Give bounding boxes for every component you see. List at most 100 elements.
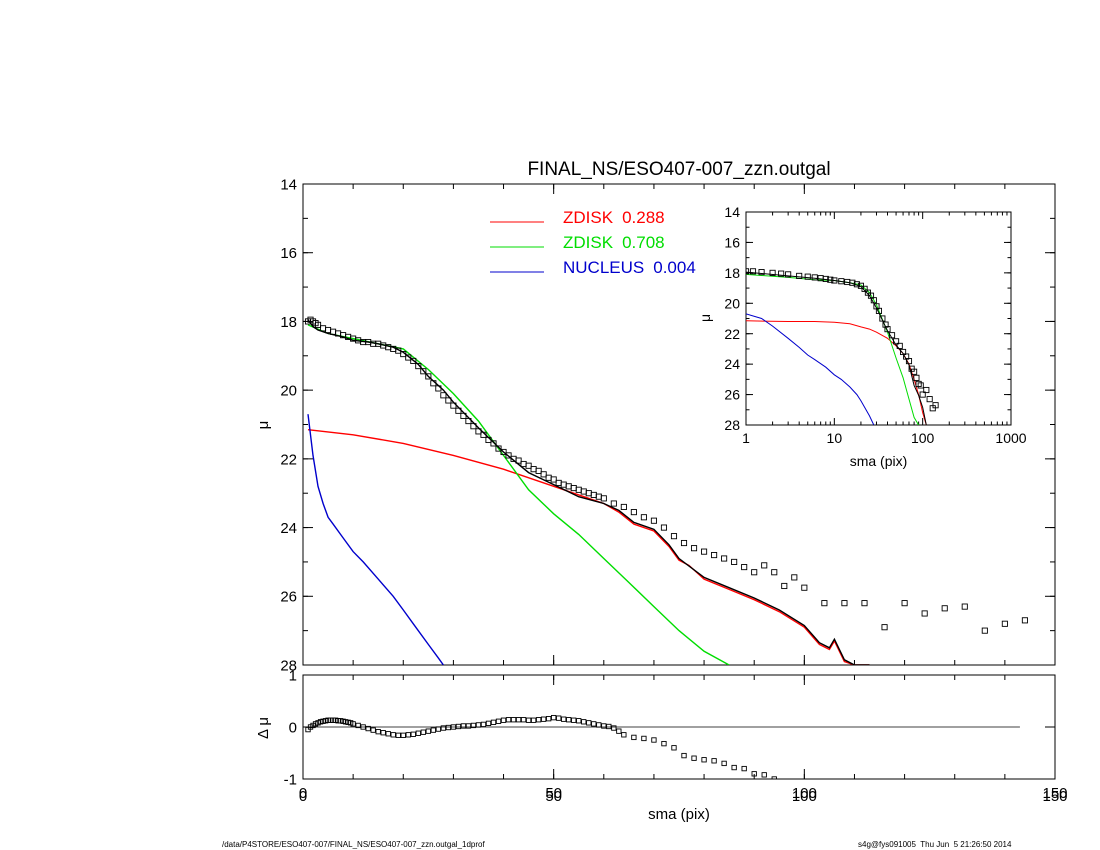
main-ytick-label: 20 <box>280 383 297 400</box>
chart-title: FINAL_NS/ESO407-007_zzn.outgal <box>527 159 830 180</box>
main-data-point <box>981 627 988 634</box>
main-ylabel: μ <box>255 421 272 430</box>
inset-data-point <box>896 342 903 349</box>
inset-data-point <box>915 380 922 387</box>
inset-data-point <box>905 358 913 365</box>
residual-data-point <box>420 729 426 735</box>
main-data-point <box>585 490 592 497</box>
residual-ylabel: Δ μ <box>255 717 272 739</box>
residual-data-point <box>616 728 622 734</box>
residual-xtick-label: 50 <box>545 788 562 805</box>
main-data-point <box>475 428 482 435</box>
inset-data-point <box>884 326 891 333</box>
residual-data-point <box>606 723 612 730</box>
residual-data-point <box>360 724 366 730</box>
inset-data-point <box>831 277 838 284</box>
main-data-point <box>525 462 532 469</box>
inset-data-point <box>838 278 845 285</box>
residual-data-point <box>651 737 657 743</box>
residual-ytick-label: 1 <box>289 667 297 684</box>
residual-data-point <box>515 717 522 723</box>
main-data-point <box>721 555 728 562</box>
inset-xtick-label: 1 <box>742 430 750 446</box>
main-data-point <box>791 574 798 581</box>
main-data-point <box>545 474 552 481</box>
main-data-point <box>680 539 688 547</box>
residual-data-point <box>741 765 747 772</box>
residual-data-point <box>771 776 777 779</box>
residual-xtick-label: 0 <box>299 788 307 805</box>
main-data-point <box>485 436 492 444</box>
main-data-point <box>400 351 407 358</box>
main-series-line-3 <box>307 319 870 665</box>
main-data-point <box>941 605 948 612</box>
residual-data-point <box>450 724 457 730</box>
inset-data-point <box>893 338 900 345</box>
residual-data-point <box>520 717 527 723</box>
inset-ytick-label: 28 <box>724 417 740 433</box>
inset-ytick-label: 16 <box>724 234 740 250</box>
inset-data-point <box>861 285 868 292</box>
residual-data-point <box>566 717 572 723</box>
residual-data-point <box>440 725 447 731</box>
main-data-point <box>640 514 647 521</box>
main-data-point <box>771 569 778 576</box>
main-data-point <box>395 347 402 354</box>
residual-data-point <box>711 758 717 764</box>
residual-data-point <box>505 717 512 723</box>
inset-data-point <box>796 272 803 279</box>
inset-data-point <box>911 368 918 375</box>
inset-plot: 14 16 18 20 22 24 26 281 10 100 1000 sma (pix) μ <box>697 204 1027 469</box>
residual-data-point <box>611 725 617 731</box>
main-data-point <box>741 564 748 571</box>
residual-data-point <box>370 727 376 733</box>
main-data-point <box>480 431 487 438</box>
inset-data-point <box>746 268 750 275</box>
main-data-point <box>595 493 602 500</box>
inset-ytick-label: 14 <box>724 204 740 220</box>
main-data-point <box>610 500 617 507</box>
residual-data-point <box>445 724 452 731</box>
residual-data-point <box>455 723 462 730</box>
main-data-point <box>465 418 472 425</box>
main-data-point <box>751 569 758 576</box>
main-data-point <box>801 584 808 591</box>
residual-ytick-label: 0 <box>289 719 297 736</box>
residual-data-point <box>751 771 757 777</box>
residual-data-point <box>355 722 361 729</box>
legend-label: ZDISK <box>563 208 614 227</box>
main-data-point <box>570 485 577 492</box>
inset-ytick-label: 26 <box>724 387 740 403</box>
inset-ytick-label: 22 <box>724 326 740 342</box>
residual-data-point <box>721 760 727 767</box>
main-data-point <box>430 380 437 387</box>
residual-data-point <box>631 734 637 741</box>
legend-value: 0.288 <box>622 208 665 227</box>
residual-data-point <box>586 720 592 726</box>
main-data-point <box>515 457 522 464</box>
main-data-point <box>761 562 768 569</box>
legend-label: ZDISK <box>563 233 614 252</box>
main-data-point <box>535 467 542 474</box>
main-data-point <box>841 600 848 607</box>
residual-data-point <box>561 716 567 722</box>
inset-data-point <box>875 307 883 314</box>
legend-value: 0.004 <box>653 258 696 277</box>
inset-data-point <box>888 332 896 339</box>
main-data-point <box>405 354 412 361</box>
main-series-line-0 <box>307 429 870 665</box>
residual-data-point <box>375 729 381 735</box>
inset-ytick-label: 20 <box>724 295 740 311</box>
residual-data-point <box>350 721 356 727</box>
residual-data-point <box>465 723 472 729</box>
main-data-point <box>505 452 512 459</box>
inset-data-point <box>870 297 877 304</box>
residual-xtick-label: 100 <box>792 785 817 802</box>
residual-data-point <box>485 720 492 727</box>
main-data-point <box>455 407 462 414</box>
residual-data-point <box>701 757 707 763</box>
residual-xtick-label: 150 <box>1042 788 1067 805</box>
residual-data-point <box>405 732 411 738</box>
main-data-point <box>881 624 888 631</box>
inset-xtick-label: 100 <box>911 430 935 446</box>
